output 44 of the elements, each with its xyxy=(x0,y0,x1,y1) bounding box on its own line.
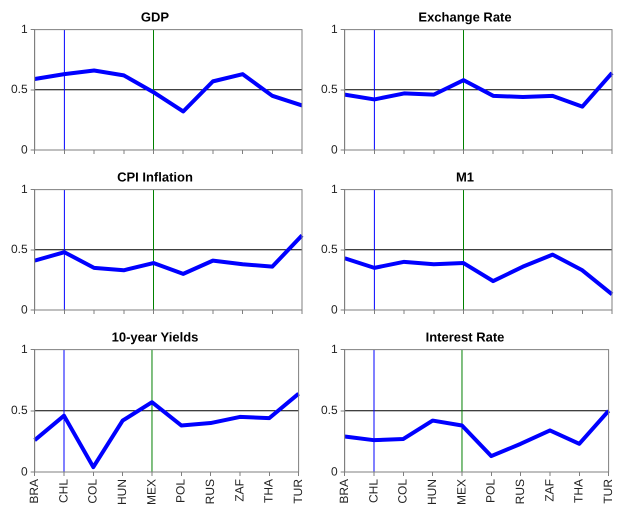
x-tick-label: ZAF xyxy=(542,478,556,502)
y-tick-label: 1 xyxy=(20,342,28,356)
x-tick-label: BRA xyxy=(26,478,41,504)
x-tick-label: RUS xyxy=(202,478,217,504)
chart-title: Interest Rate xyxy=(426,329,504,344)
x-tick-label: BRA xyxy=(336,478,351,504)
y-tick-label: 0.5 xyxy=(10,403,28,418)
x-tick-label: ZAF xyxy=(232,478,246,502)
y-tick-label: 0.5 xyxy=(320,242,338,256)
x-tick-label: TUR xyxy=(290,478,305,504)
x-tick-label: CHL xyxy=(56,478,70,504)
x-tick-label: COL xyxy=(86,478,100,504)
x-tick-label: THA xyxy=(262,478,276,503)
y-tick-label: 0 xyxy=(330,464,338,478)
x-tick-label: MEX xyxy=(454,478,468,506)
chart-title: CPI Inflation xyxy=(117,169,193,184)
y-tick-label: 0 xyxy=(330,302,338,316)
chart-title: GDP xyxy=(140,9,170,24)
y-tick-label: 0 xyxy=(330,142,338,156)
x-tick-label: TUR xyxy=(600,478,615,504)
y-tick-label: 1 xyxy=(330,182,338,196)
y-tick-label: 0.5 xyxy=(320,403,338,418)
y-tick-label: 1 xyxy=(20,22,28,36)
x-tick-label: RUS xyxy=(512,478,527,504)
chart-title: 10-year Yields xyxy=(112,329,198,344)
y-tick-label: 0.5 xyxy=(10,82,28,96)
x-tick-label: THA xyxy=(572,478,586,503)
y-tick-label: 0.5 xyxy=(10,242,28,256)
y-tick-label: 1 xyxy=(20,182,28,196)
y-tick-label: 0 xyxy=(20,142,28,156)
x-tick-label: HUN xyxy=(424,478,439,505)
x-tick-label: COL xyxy=(396,478,410,504)
chart-title: Exchange Rate xyxy=(418,9,512,24)
x-tick-label: CHL xyxy=(366,478,380,504)
x-tick-label: MEX xyxy=(144,478,158,506)
x-tick-label: POL xyxy=(174,478,188,504)
chart-title: M1 xyxy=(456,169,474,184)
y-tick-label: 1 xyxy=(330,342,338,356)
y-tick-label: 0.5 xyxy=(320,82,338,96)
y-tick-label: 0 xyxy=(20,302,28,316)
x-tick-label: POL xyxy=(484,478,498,504)
y-tick-label: 1 xyxy=(330,22,338,36)
y-tick-label: 0 xyxy=(20,464,28,478)
x-tick-label: HUN xyxy=(114,478,129,505)
